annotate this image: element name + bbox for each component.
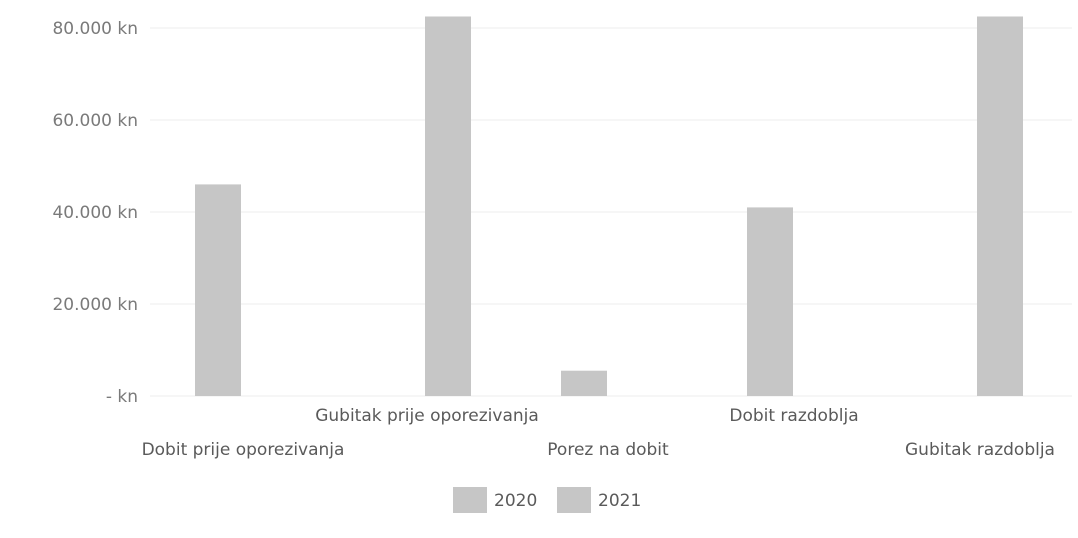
y-tick-label: 60.000 kn [52, 111, 138, 131]
legend-label-2021: 2021 [598, 491, 641, 511]
bar-2020-0 [195, 184, 241, 396]
y-tick-label: 20.000 kn [52, 295, 138, 315]
y-axis: - kn 20.000 kn 40.000 kn 60.000 kn 80.000 kn [52, 19, 138, 407]
bar-2020-1 [425, 16, 471, 396]
bar-2020-3 [747, 207, 793, 396]
y-tick-label: 80.000 kn [52, 19, 138, 39]
x-axis: Dobit prije oporezivanja Gubitak prije op… [142, 406, 1055, 460]
bar-2020-4 [977, 16, 1023, 396]
x-category-label: Gubitak razdoblja [905, 440, 1055, 460]
x-category-label: Gubitak prije oporezivanja [315, 406, 539, 426]
legend-swatch-2021 [557, 487, 591, 513]
gridlines [150, 27, 1072, 397]
x-category-label: Dobit prije oporezivanja [142, 440, 345, 460]
y-tick-label: 40.000 kn [52, 203, 138, 223]
bar-2020-2 [561, 370, 607, 396]
legend-swatch-2020 [453, 487, 487, 513]
legend: 2020 2021 [453, 487, 641, 513]
y-tick-label: - kn [106, 387, 138, 407]
bars [195, 16, 1023, 396]
x-category-label: Porez na dobit [547, 440, 669, 460]
legend-label-2020: 2020 [494, 491, 537, 511]
x-category-label: Dobit razdoblja [729, 406, 858, 426]
